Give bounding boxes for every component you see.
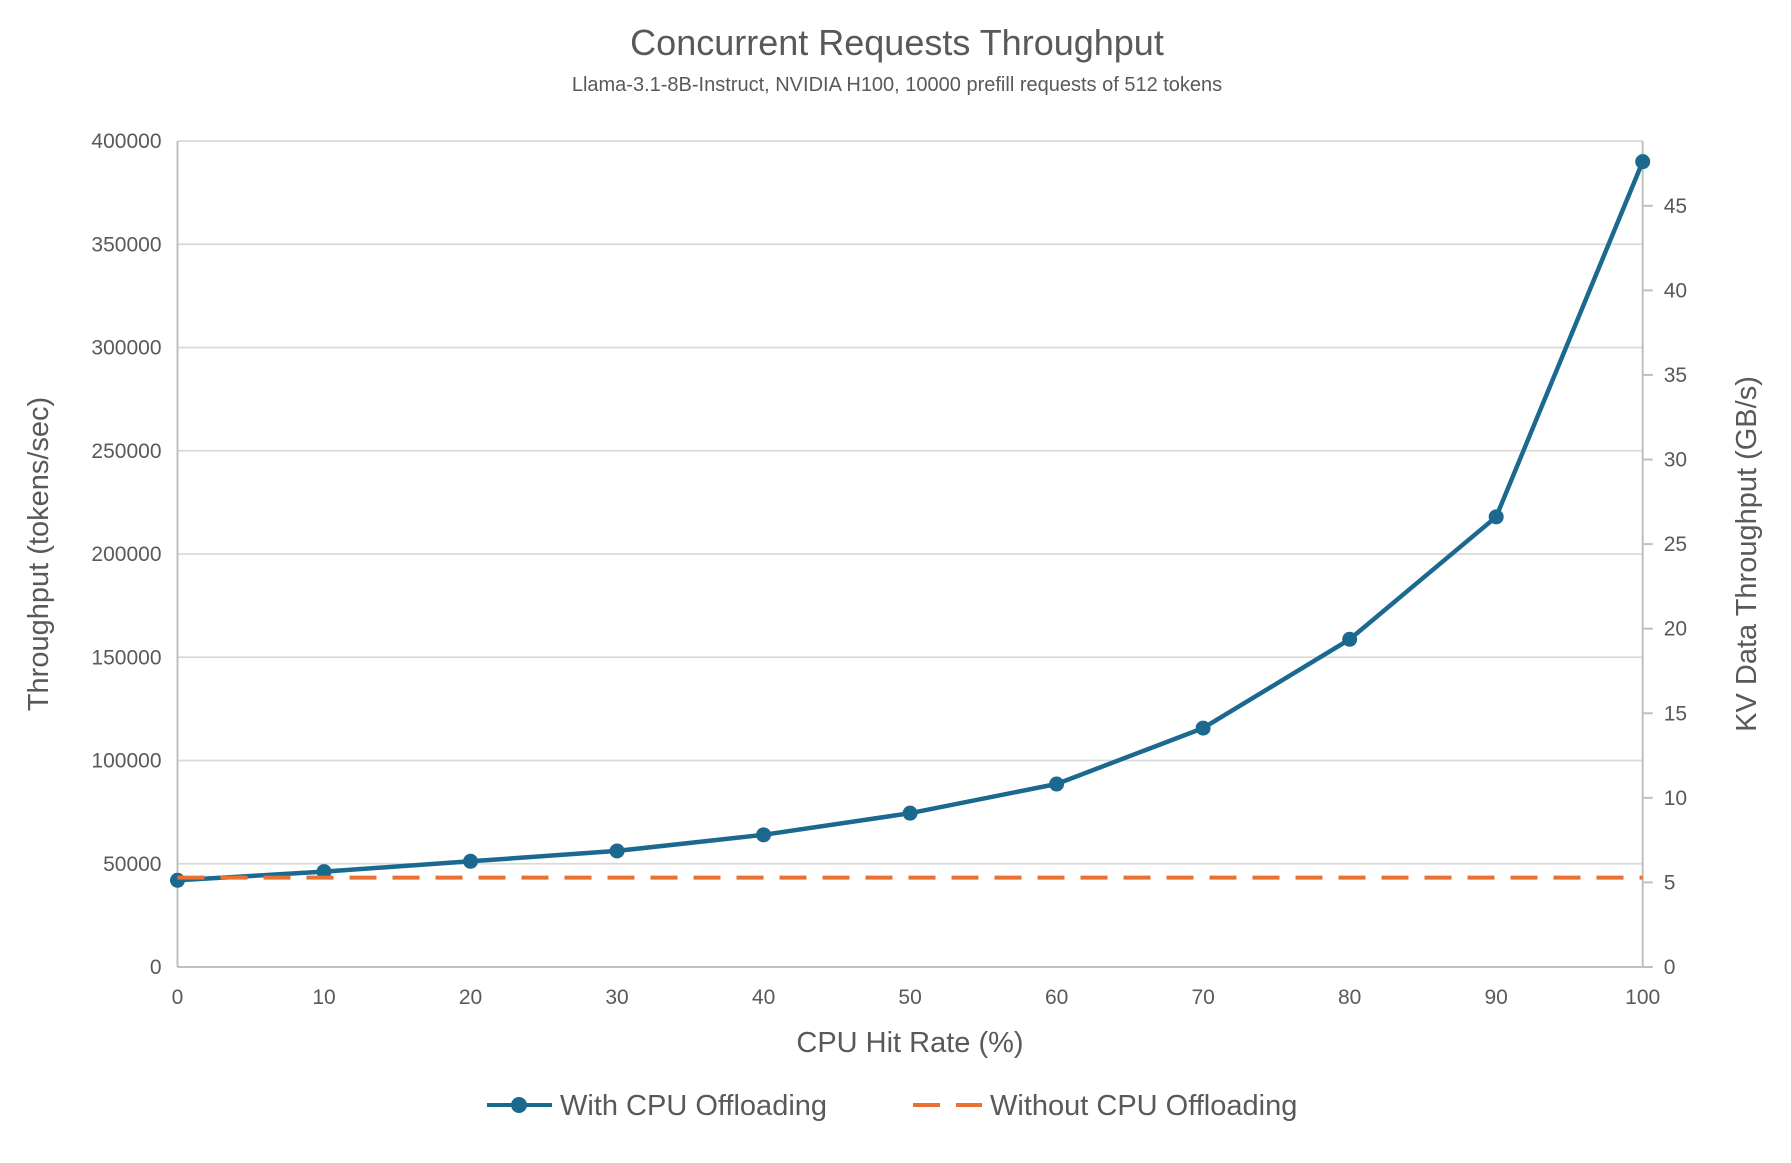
series-layer — [170, 154, 1651, 888]
x-axis-title: CPU Hit Rate (%) — [796, 1027, 1023, 1059]
y-tick-label-right: 30 — [1664, 449, 1687, 472]
x-tick-label: 80 — [1338, 986, 1361, 1009]
gridlines-layer — [177, 140, 1643, 865]
y-tick-label-right: 25 — [1664, 533, 1687, 556]
legend-label-without-offloading: Without CPU Offloading — [990, 1090, 1297, 1122]
data-point-marker — [1049, 776, 1065, 792]
data-point-marker — [463, 853, 479, 869]
x-tick-label: 40 — [752, 986, 775, 1009]
y-tick-label-left: 250000 — [91, 440, 161, 463]
x-tick-label: 50 — [898, 986, 921, 1009]
x-tick-label: 70 — [1191, 986, 1214, 1009]
x-tick-label: 30 — [605, 986, 628, 1009]
y-tick-label-right: 40 — [1664, 279, 1687, 302]
y-axis-title-left: Throughput (tokens/sec) — [23, 397, 55, 711]
data-point-marker — [316, 864, 332, 880]
y-tick-label-left: 300000 — [91, 337, 161, 360]
y-axis-title-right: KV Data Throughput (GB/s) — [1731, 376, 1763, 732]
legend-marker-with-offloading — [511, 1097, 527, 1113]
axes-layer — [176, 141, 1653, 968]
data-point-marker — [170, 872, 185, 888]
y-tick-label-right: 5 — [1664, 871, 1676, 894]
series-line-with-offloading — [177, 160, 1645, 883]
y-tick-label-left: 150000 — [91, 646, 161, 669]
data-point-marker — [1195, 720, 1211, 736]
x-tick-label: 10 — [312, 986, 335, 1009]
tick-labels-layer: 0500001000001500002000002500003000003500… — [91, 130, 1687, 1009]
y-tick-label-right: 0 — [1664, 956, 1676, 979]
chart-title: Concurrent Requests Throughput — [630, 22, 1164, 63]
y-tick-label-left: 100000 — [91, 750, 161, 773]
x-tick-label: 0 — [172, 986, 184, 1009]
y-tick-label-right: 15 — [1664, 702, 1687, 725]
y-tick-label-right: 45 — [1664, 195, 1687, 218]
y-tick-label-left: 400000 — [91, 130, 161, 153]
data-point-marker — [1342, 631, 1358, 647]
y-tick-label-left: 0 — [150, 956, 162, 979]
y-tick-label-left: 50000 — [103, 853, 161, 876]
y-tick-label-right: 10 — [1664, 787, 1687, 810]
data-point-marker — [1635, 154, 1651, 170]
x-tick-label: 60 — [1045, 986, 1068, 1009]
x-tick-label: 90 — [1485, 986, 1508, 1009]
legend: With CPU Offloading Without CPU Offloadi… — [487, 1090, 1297, 1122]
data-point-marker — [1488, 509, 1504, 525]
data-point-marker — [756, 827, 772, 843]
y-tick-label-left: 200000 — [91, 543, 161, 566]
data-point-marker — [609, 843, 625, 859]
x-tick-label: 100 — [1625, 986, 1660, 1009]
data-point-marker — [902, 805, 918, 821]
y-tick-label-left: 350000 — [91, 233, 161, 256]
y-tick-label-right: 35 — [1664, 364, 1687, 387]
chart-subtitle: Llama-3.1-8B-Instruct, NVIDIA H100, 1000… — [572, 74, 1222, 96]
y-tick-label-right: 20 — [1664, 618, 1687, 641]
legend-label-with-offloading: With CPU Offloading — [560, 1090, 827, 1122]
x-tick-label: 20 — [459, 986, 482, 1009]
